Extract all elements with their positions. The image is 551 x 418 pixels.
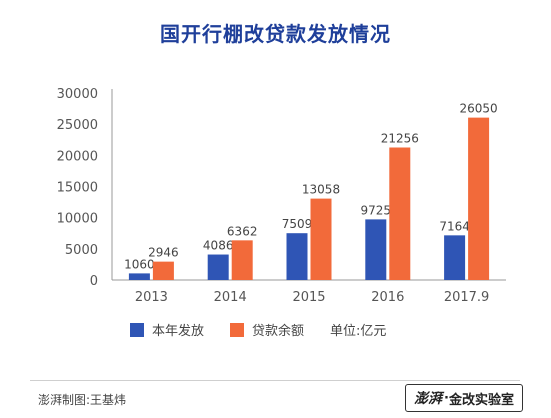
x-tick-label-0: 2013 — [135, 290, 168, 305]
legend-item-annual: 本年发放 — [130, 320, 204, 339]
bar-annual-1 — [207, 254, 229, 280]
chart-title: 国开行棚改贷款发放情况 — [160, 22, 391, 46]
data-label-annual-0: 1060 — [124, 257, 155, 271]
data-label-balance-1: 6362 — [227, 224, 258, 238]
data-label-annual-3: 9725 — [361, 203, 392, 217]
footer-divider — [30, 380, 520, 381]
y-tick-label-5: 5000 — [65, 243, 98, 258]
bar-balance-3 — [389, 147, 411, 280]
y-tick-label-2: 20000 — [57, 149, 98, 164]
legend-label-annual: 本年发放 — [152, 324, 205, 339]
legend: 本年发放 贷款余额 单位:亿元 — [130, 320, 412, 339]
brand-logo: 澎湃 — [414, 391, 443, 407]
bar-balance-1 — [231, 240, 253, 280]
brand-text: 金改实验室 — [448, 392, 514, 408]
y-tick-label-6: 0 — [90, 274, 98, 289]
y-tick-label-1: 25000 — [57, 118, 98, 133]
y-tick-label-3: 15000 — [57, 181, 98, 196]
bar-annual-3 — [365, 219, 387, 280]
x-tick-label-3: 2016 — [371, 290, 404, 305]
unit-label: 单位:亿元 — [330, 324, 387, 339]
bar-balance-0 — [152, 261, 174, 280]
data-label-balance-0: 2946 — [148, 246, 179, 260]
bar-annual-4 — [444, 235, 466, 280]
unit-label-wrap: 单位:亿元 — [330, 320, 386, 339]
legend-item-balance: 贷款余额 — [230, 320, 304, 339]
y-tick-label-0: 30000 — [57, 87, 98, 102]
bar-balance-4 — [468, 117, 490, 280]
legend-swatch-balance — [230, 322, 245, 337]
data-label-balance-2: 13058 — [302, 183, 340, 197]
bar-balance-2 — [310, 198, 332, 280]
x-tick-label-1: 2014 — [214, 290, 247, 305]
y-tick-label-4: 10000 — [57, 212, 98, 227]
brand-badge: 澎湃 · 金改实验室 — [405, 384, 523, 412]
legend-swatch-annual — [130, 322, 144, 337]
data-label-annual-4: 7164 — [439, 219, 470, 233]
data-label-balance-3: 21256 — [381, 132, 419, 146]
x-tick-label-4: 2017.9 — [444, 290, 490, 305]
x-tick-label-2: 2015 — [292, 290, 325, 305]
bar-annual-2 — [286, 233, 308, 280]
bar-annual-0 — [128, 273, 150, 280]
footer-credit: 澎湃制图:王基炜 — [38, 393, 127, 407]
legend-label-balance: 贷款余额 — [252, 324, 305, 339]
data-label-annual-2: 7509 — [282, 217, 313, 231]
brand-separator: · — [444, 390, 449, 406]
data-label-annual-1: 4086 — [203, 239, 234, 253]
data-label-balance-4: 26050 — [460, 102, 498, 116]
